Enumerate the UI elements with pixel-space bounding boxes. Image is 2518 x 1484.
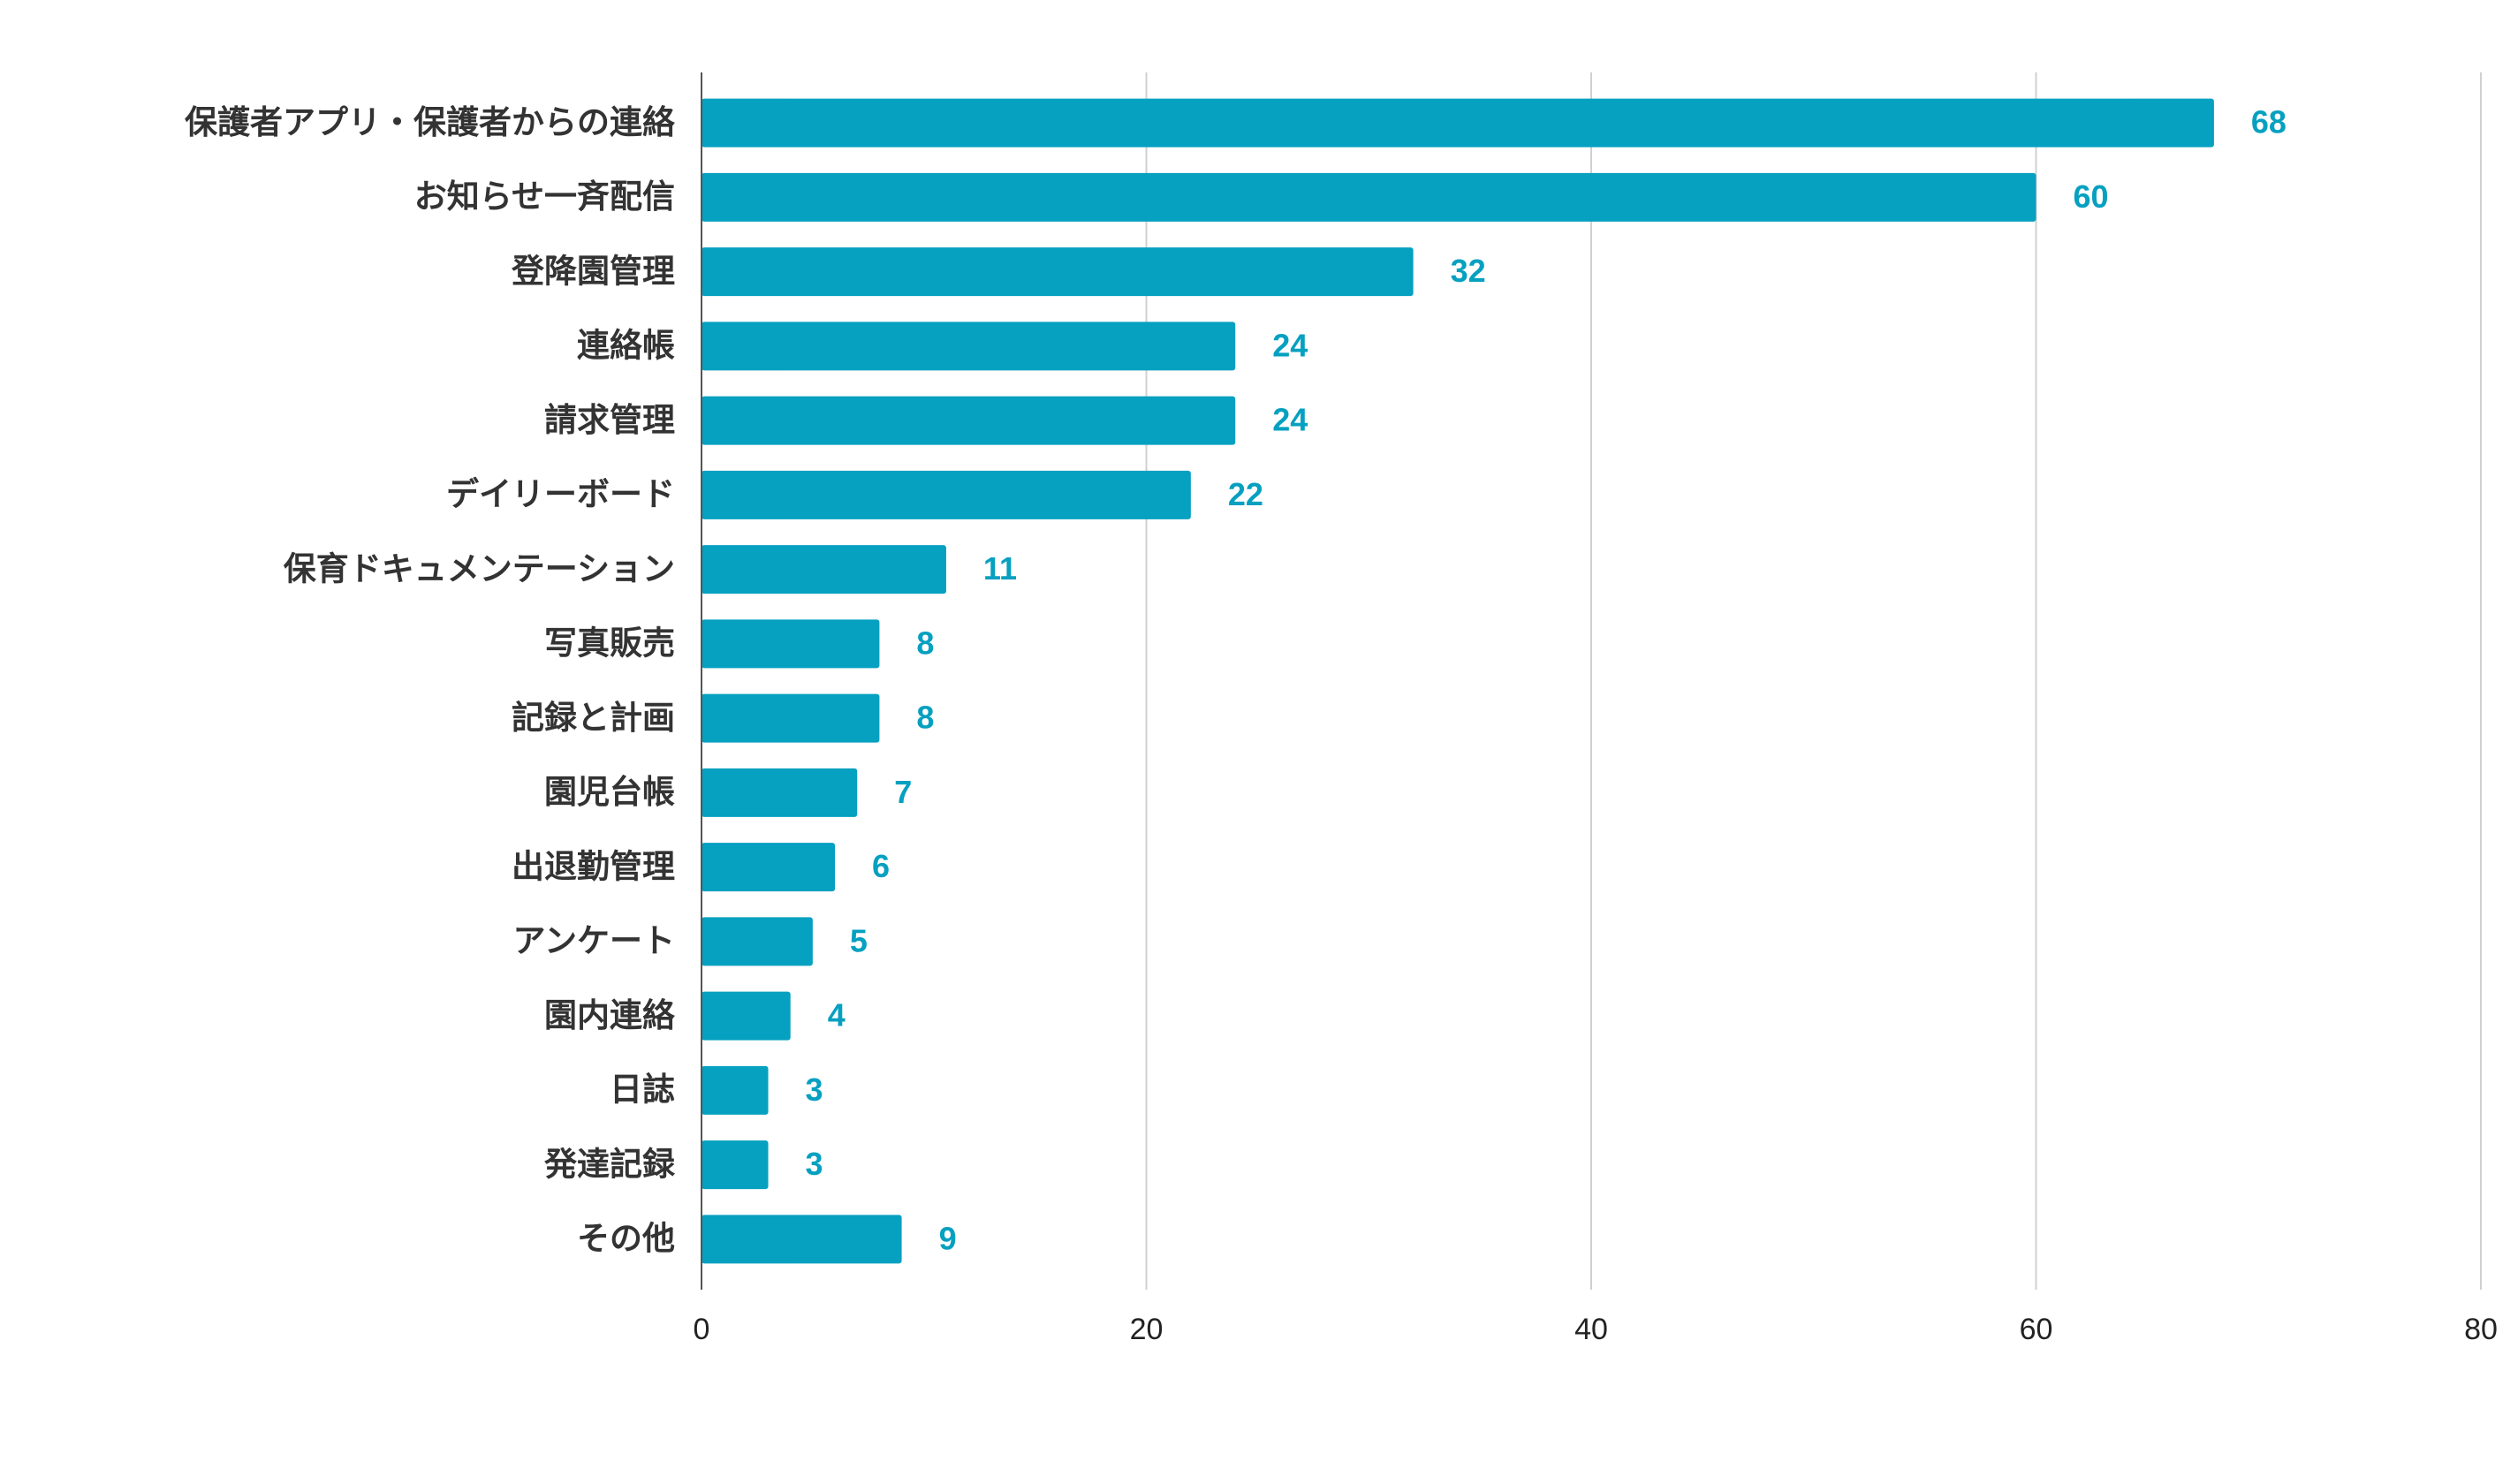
value-label: 11 bbox=[983, 550, 1017, 587]
category-label: 請求管理 bbox=[544, 402, 675, 438]
bar bbox=[702, 1065, 769, 1115]
category-label: 写真販売 bbox=[544, 625, 675, 662]
value-label: 60 bbox=[2074, 178, 2109, 215]
value-label: 24 bbox=[1272, 327, 1308, 363]
category-label: 発達記録 bbox=[543, 1146, 676, 1182]
category-label: 保育ドキュメンテーション bbox=[284, 550, 675, 587]
bar bbox=[702, 98, 2214, 148]
bar bbox=[702, 1215, 902, 1264]
bar bbox=[702, 917, 813, 966]
bar bbox=[702, 768, 858, 817]
bar bbox=[702, 693, 880, 743]
category-label: 登降園管理 bbox=[511, 253, 675, 289]
category-label: 記録と計画 bbox=[512, 700, 675, 736]
x-tick-label: 60 bbox=[2020, 1313, 2053, 1346]
bar bbox=[702, 619, 880, 669]
value-label: 22 bbox=[1228, 476, 1263, 512]
category-label: お知らせ一斉配信 bbox=[414, 178, 675, 215]
x-tick-label: 40 bbox=[1574, 1313, 1608, 1346]
category-label: 園児台帳 bbox=[544, 774, 675, 810]
value-label: 8 bbox=[916, 700, 934, 736]
bar bbox=[702, 470, 1191, 519]
bar bbox=[702, 991, 791, 1041]
bar bbox=[702, 396, 1236, 445]
value-label: 8 bbox=[916, 625, 934, 661]
bar bbox=[702, 247, 1414, 297]
bar bbox=[702, 322, 1236, 371]
bar bbox=[702, 1140, 769, 1190]
bar bbox=[702, 545, 946, 594]
value-label: 7 bbox=[894, 774, 912, 810]
value-label: 5 bbox=[850, 922, 868, 958]
x-tick-label: 20 bbox=[1130, 1313, 1164, 1346]
category-label: 園内連絡 bbox=[544, 997, 676, 1034]
value-label: 3 bbox=[806, 1146, 823, 1182]
category-label: その他 bbox=[577, 1221, 675, 1257]
x-tick-label: 80 bbox=[2464, 1313, 2498, 1346]
category-label: 出退勤管理 bbox=[512, 848, 675, 884]
value-label: 32 bbox=[1451, 253, 1486, 289]
category-label: アンケート bbox=[512, 923, 675, 959]
value-label: 4 bbox=[828, 997, 846, 1034]
category-label: 連絡帳 bbox=[577, 328, 675, 364]
category-label: デイリーボード bbox=[446, 475, 675, 512]
value-label: 6 bbox=[872, 848, 890, 884]
value-label: 9 bbox=[939, 1220, 957, 1256]
value-label: 24 bbox=[1272, 402, 1308, 438]
value-label: 3 bbox=[806, 1071, 823, 1108]
category-label: 日誌 bbox=[610, 1071, 675, 1108]
bar bbox=[702, 843, 836, 892]
bar bbox=[702, 172, 2036, 222]
x-tick-label: 0 bbox=[694, 1313, 710, 1346]
category-label: 保護者アプリ・保護者からの連絡 bbox=[185, 104, 676, 140]
value-label: 68 bbox=[2251, 104, 2287, 140]
